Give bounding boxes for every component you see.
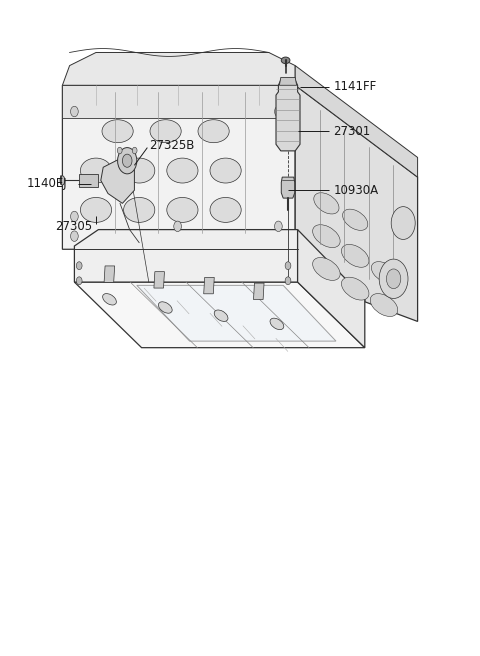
Circle shape xyxy=(76,262,82,270)
Circle shape xyxy=(71,211,78,222)
Ellipse shape xyxy=(341,277,369,300)
Circle shape xyxy=(122,154,132,167)
Polygon shape xyxy=(137,285,336,341)
Circle shape xyxy=(285,277,291,285)
Ellipse shape xyxy=(81,158,111,183)
Ellipse shape xyxy=(214,310,228,321)
Text: 10930A: 10930A xyxy=(334,184,379,197)
Polygon shape xyxy=(279,77,297,85)
Circle shape xyxy=(71,106,78,117)
Ellipse shape xyxy=(198,119,229,142)
Polygon shape xyxy=(74,282,365,348)
Ellipse shape xyxy=(341,245,369,267)
Ellipse shape xyxy=(158,302,172,313)
Ellipse shape xyxy=(60,176,65,185)
Text: 27325B: 27325B xyxy=(149,139,194,152)
Polygon shape xyxy=(276,80,300,151)
Polygon shape xyxy=(154,272,165,288)
Circle shape xyxy=(275,106,282,117)
Ellipse shape xyxy=(210,158,241,183)
Ellipse shape xyxy=(167,197,198,222)
Ellipse shape xyxy=(210,197,241,222)
Circle shape xyxy=(71,231,78,241)
Ellipse shape xyxy=(81,197,111,222)
Ellipse shape xyxy=(281,57,290,64)
Ellipse shape xyxy=(167,158,198,183)
Ellipse shape xyxy=(372,262,396,283)
Ellipse shape xyxy=(370,294,398,316)
Circle shape xyxy=(118,148,137,174)
Ellipse shape xyxy=(102,119,133,142)
Circle shape xyxy=(174,221,181,232)
Polygon shape xyxy=(281,177,295,198)
Circle shape xyxy=(117,147,122,154)
Text: 1140EJ: 1140EJ xyxy=(26,177,67,190)
Polygon shape xyxy=(104,266,115,282)
Polygon shape xyxy=(295,85,418,321)
Polygon shape xyxy=(295,66,418,177)
Text: 1141FF: 1141FF xyxy=(334,80,377,93)
Ellipse shape xyxy=(103,294,116,305)
Polygon shape xyxy=(62,85,295,118)
Polygon shape xyxy=(79,174,98,187)
Circle shape xyxy=(76,277,82,285)
Circle shape xyxy=(386,269,401,289)
Circle shape xyxy=(132,147,137,154)
Ellipse shape xyxy=(343,209,368,230)
Polygon shape xyxy=(62,52,295,85)
Polygon shape xyxy=(101,157,134,203)
Polygon shape xyxy=(298,230,365,348)
Ellipse shape xyxy=(312,225,340,247)
Polygon shape xyxy=(204,277,214,294)
Ellipse shape xyxy=(270,318,284,329)
Polygon shape xyxy=(253,283,264,300)
Ellipse shape xyxy=(124,158,155,183)
Ellipse shape xyxy=(150,119,181,142)
Text: 27305: 27305 xyxy=(55,220,92,233)
Polygon shape xyxy=(62,85,295,249)
Ellipse shape xyxy=(314,193,339,214)
Circle shape xyxy=(391,207,415,239)
Text: 27301: 27301 xyxy=(334,125,371,138)
Circle shape xyxy=(285,262,291,270)
Ellipse shape xyxy=(312,258,340,280)
Circle shape xyxy=(275,221,282,232)
Ellipse shape xyxy=(124,197,155,222)
Polygon shape xyxy=(74,230,298,282)
Circle shape xyxy=(379,259,408,298)
